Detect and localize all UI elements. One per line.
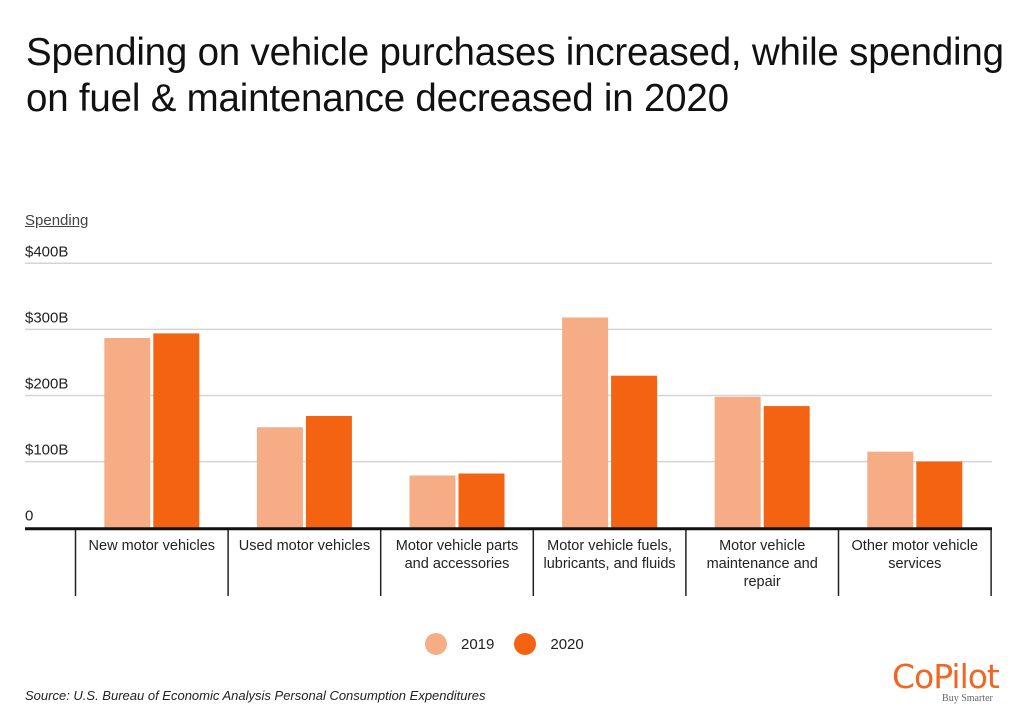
y-tick-label: $400B [25,243,68,260]
bar-2019 [714,396,761,528]
bar-2019 [104,337,151,528]
bar-2020 [611,375,658,528]
x-category-label: Motor vehicle [719,538,805,554]
logo-tagline: Buy Smarter [942,693,993,704]
y-tick-label: $300B [25,309,68,326]
y-axis-label: Spending [25,212,89,229]
legend-label-2020: 2020 [550,635,584,653]
x-category-label: repair [744,574,781,590]
bar-2020 [763,406,810,528]
logo-wordmark: CoPilot [892,657,1000,696]
x-category-label: maintenance and [707,556,818,572]
source-note: Source: U.S. Bureau of Economic Analysis… [25,688,486,703]
legend-swatch-2020 [514,633,537,655]
legend-swatch-2019 [425,633,447,655]
chart-title: Spending on vehicle purchases increased,… [26,31,1004,120]
y-tick-label: 0 [25,508,33,525]
legend-item-2020[interactable]: 2020 [514,633,584,655]
x-category-label: and accessories [405,556,510,572]
legend: 2019 2020 [425,633,604,655]
bar-2020 [305,415,352,528]
x-category-label: Other motor vehicle [852,538,979,554]
y-tick-label: $200B [25,376,68,393]
legend-label-2019: 2019 [461,635,495,653]
x-category-label: New motor vehicles [89,538,216,554]
x-category-label: Used motor vehicles [239,538,370,554]
x-category-label: Motor vehicle parts [396,538,519,554]
x-category-label: lubricants, and fluids [544,556,676,572]
bar-2019 [409,475,456,528]
y-tick-label: $100B [25,442,68,459]
bar-2020 [458,473,505,528]
bar-2019 [562,317,609,528]
bar-2020 [153,333,200,528]
copilot-logo: CoPilot Buy Smarter [892,657,1000,705]
bar-2020 [916,461,963,528]
bar-2019 [867,451,914,528]
bar-2019 [256,427,303,528]
x-category-label: Motor vehicle fuels, [547,538,672,554]
x-category-label: services [888,556,941,572]
legend-item-2019[interactable]: 2019 [425,633,494,655]
